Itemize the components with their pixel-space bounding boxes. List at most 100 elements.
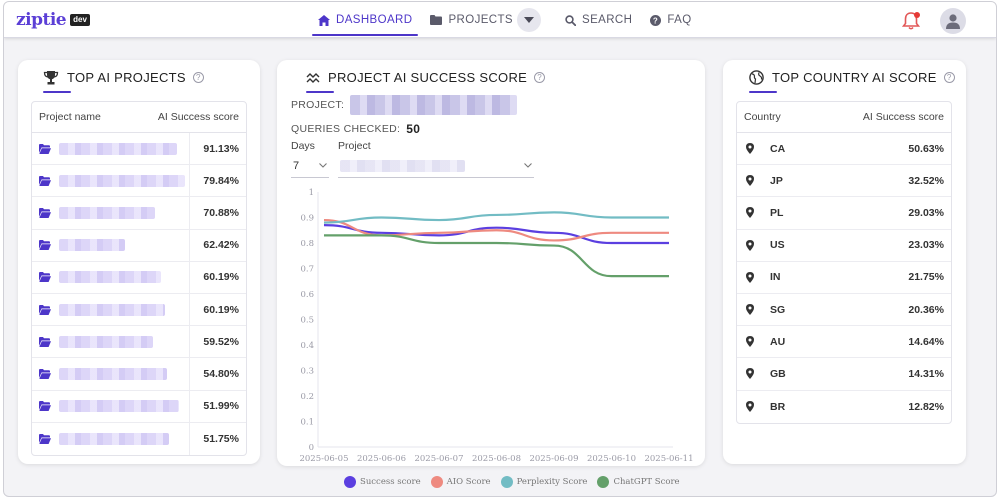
table-row[interactable]: CA 50.63%: [737, 133, 951, 166]
nav-dashboard[interactable]: DASHBOARD: [309, 2, 421, 38]
country-cell: CA: [737, 143, 895, 155]
svg-text:?: ?: [653, 16, 658, 25]
table-header: Project name AI Success score: [32, 102, 246, 133]
legend-item[interactable]: AIO Score: [430, 476, 491, 488]
project-name-redacted: [59, 303, 165, 316]
legend-swatch: [500, 476, 513, 488]
country-score: 29.03%: [908, 206, 944, 219]
table-row[interactable]: GB 14.31%: [737, 358, 951, 391]
project-cell[interactable]: [32, 422, 190, 455]
nav-search[interactable]: SEARCH: [556, 2, 641, 38]
top-projects-card: TOP AI PROJECTS ? Project name AI Succes…: [18, 60, 260, 464]
folder-open-icon: [39, 433, 51, 444]
country-score: 14.64%: [908, 335, 944, 348]
col-country: Country: [744, 111, 781, 123]
table-row[interactable]: 91.13%: [32, 133, 246, 166]
table-row[interactable]: 62.42%: [32, 229, 246, 262]
queries-info: QUERIES CHECKED: 50: [291, 122, 420, 136]
y-tick-label: 1: [309, 188, 314, 198]
project-cell[interactable]: [32, 261, 190, 293]
series-line-3[interactable]: [324, 234, 669, 278]
y-tick-label: 0.4: [300, 341, 314, 351]
project-name-redacted: [59, 239, 125, 252]
table-row[interactable]: AU 14.64%: [737, 326, 951, 359]
project-cell[interactable]: [32, 358, 190, 390]
project-cell[interactable]: [32, 229, 190, 261]
project-name-redacted: [59, 142, 177, 155]
project-name-redacted: [59, 400, 179, 413]
country-cell: GB: [737, 368, 895, 380]
project-name-redacted: [59, 367, 167, 380]
top-country-card: TOP COUNTRY AI SCORE ? Country AI Succes…: [723, 60, 966, 464]
map-pin-icon: [746, 239, 754, 251]
folder-open-icon: [39, 207, 51, 218]
project-info: PROJECT:: [291, 95, 518, 115]
table-row[interactable]: 54.80%: [32, 358, 246, 391]
title-underline: [306, 91, 334, 93]
country-code: SG: [770, 303, 786, 316]
notifications-button[interactable]: [901, 11, 922, 31]
table-body: 91.13% 79.84% 70.88% 62.42% 60.19% 60.19% 59.5…: [32, 133, 246, 455]
project-cell[interactable]: [32, 293, 190, 326]
user-icon: [946, 14, 960, 29]
table-row[interactable]: 70.88%: [32, 197, 246, 230]
table-row[interactable]: 60.19%: [32, 293, 246, 327]
success-score-title: PROJECT AI SUCCESS SCORE ?: [306, 70, 546, 85]
table-row[interactable]: 51.75%: [32, 422, 246, 455]
days-value: 7: [293, 159, 300, 172]
project-cell[interactable]: [32, 326, 190, 358]
projects-dropdown-toggle[interactable]: [517, 8, 541, 32]
series-line-2[interactable]: [323, 211, 669, 224]
app-logo[interactable]: ziptie dev: [16, 10, 90, 30]
legend-item[interactable]: Success score: [344, 476, 421, 488]
table-row[interactable]: SG 20.36%: [737, 294, 951, 327]
app-window: ziptie dev DASHBOARD PROJECTS: [3, 1, 997, 497]
nav-projects-label: PROJECTS: [448, 14, 513, 26]
table-row[interactable]: 51.99%: [32, 390, 246, 423]
legend-swatch: [430, 476, 443, 488]
help-icon[interactable]: ?: [534, 72, 546, 83]
x-tick-label: 2025-06-06: [357, 454, 406, 464]
chevron-down-icon: [524, 163, 532, 168]
question-circle-icon: ?: [650, 14, 662, 26]
table-row[interactable]: US 23.03%: [737, 230, 951, 262]
project-cell[interactable]: [32, 133, 190, 165]
legend-label: Perplexity Score: [516, 477, 588, 487]
table-row[interactable]: IN 21.75%: [737, 262, 951, 294]
top-projects-title: TOP AI PROJECTS ?: [43, 70, 204, 85]
legend-item[interactable]: Perplexity Score: [500, 476, 588, 488]
y-tick-label: 0.5: [300, 316, 314, 326]
legend-label: Success score: [360, 477, 421, 487]
table-row[interactable]: JP 32.52%: [737, 165, 951, 198]
table-row[interactable]: 79.84%: [32, 165, 246, 198]
legend-swatch: [597, 476, 610, 488]
table-row[interactable]: 59.52%: [32, 326, 246, 359]
help-icon[interactable]: ?: [192, 72, 204, 83]
main-nav: DASHBOARD PROJECTS SEARCH ?: [309, 2, 701, 38]
x-tick-label: 2025-06-11: [644, 454, 693, 464]
nav-faq[interactable]: ? FAQ: [641, 2, 700, 38]
table-row[interactable]: PL 29.03%: [737, 197, 951, 230]
country-cell: IN: [737, 271, 895, 283]
table-body: CA 50.63% JP 32.52% PL 29.03% US 23.03% IN 21.75%…: [737, 133, 951, 423]
title-underline: [43, 91, 71, 93]
country-code: BR: [770, 400, 786, 413]
country-score: 32.52%: [908, 174, 944, 187]
legend-item[interactable]: ChatGPT Score: [597, 476, 680, 488]
help-icon[interactable]: ?: [943, 72, 955, 83]
queries-value: 50: [406, 122, 421, 136]
project-select[interactable]: [338, 154, 534, 178]
user-avatar[interactable]: [940, 8, 966, 34]
project-cell[interactable]: [32, 197, 190, 229]
country-score: 20.36%: [908, 303, 944, 316]
table-row[interactable]: BR 12.82%: [737, 391, 951, 423]
country-code: JP: [770, 174, 783, 187]
project-cell[interactable]: [32, 390, 190, 422]
y-tick-label: 0: [309, 443, 314, 453]
days-select[interactable]: 7: [291, 154, 329, 178]
table-row[interactable]: 60.19%: [32, 261, 246, 294]
days-label: Days: [291, 140, 315, 152]
project-score: 62.42%: [203, 239, 239, 252]
nav-projects[interactable]: PROJECTS: [421, 2, 550, 38]
project-cell[interactable]: [32, 165, 190, 197]
